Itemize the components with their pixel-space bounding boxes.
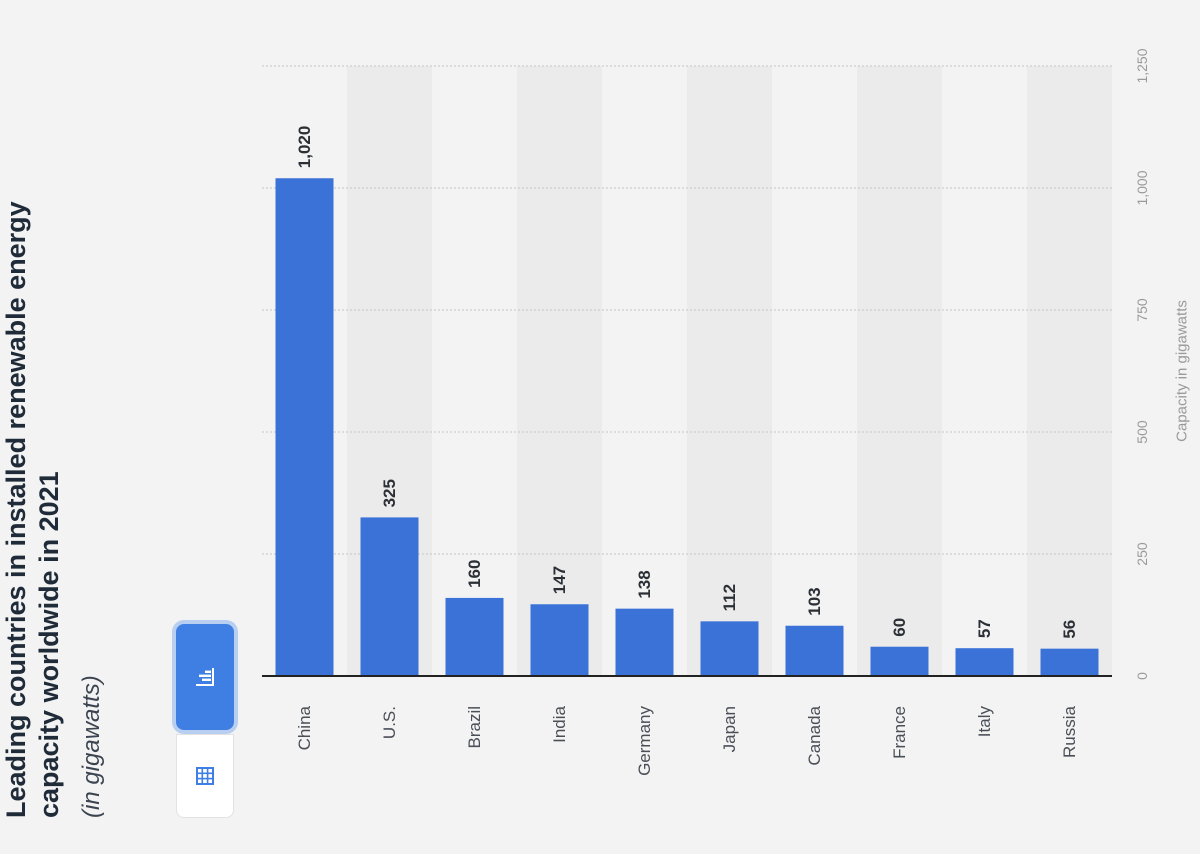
y-tick-label-4: 1,000 bbox=[1134, 170, 1150, 205]
table-grid-icon bbox=[196, 767, 214, 785]
value-label-0: 1,020 bbox=[295, 126, 314, 169]
chart-view-button[interactable] bbox=[176, 624, 234, 730]
y-tick-label-2: 500 bbox=[1134, 420, 1150, 444]
bar-germany bbox=[615, 608, 674, 676]
category-label-0: China bbox=[295, 705, 314, 750]
bar-brazil bbox=[445, 597, 504, 676]
value-label-1: 325 bbox=[380, 479, 399, 507]
bar-chart-icon bbox=[196, 668, 214, 686]
value-label-5: 112 bbox=[720, 584, 739, 611]
category-label-5: Japan bbox=[720, 706, 739, 752]
value-label-4: 138 bbox=[635, 570, 654, 598]
y-tick-label-3: 750 bbox=[1134, 298, 1150, 322]
y-axis-title: Capacity in gigawatts bbox=[1174, 300, 1191, 442]
bar-japan bbox=[700, 621, 759, 676]
bar-china bbox=[275, 178, 334, 677]
category-label-1: U.S. bbox=[380, 706, 399, 739]
category-label-2: Brazil bbox=[465, 706, 484, 749]
value-label-6: 103 bbox=[805, 587, 824, 615]
value-label-2: 160 bbox=[465, 560, 484, 588]
category-label-9: Russia bbox=[1060, 705, 1079, 758]
bar-france bbox=[870, 646, 929, 676]
band-3 bbox=[517, 66, 602, 676]
value-label-8: 57 bbox=[975, 619, 994, 638]
category-label-6: Canada bbox=[805, 705, 824, 765]
y-tick-label-5: 1,250 bbox=[1134, 48, 1150, 83]
bar-italy bbox=[955, 648, 1014, 676]
value-label-9: 56 bbox=[1060, 620, 1079, 639]
category-label-4: Germany bbox=[635, 706, 654, 776]
y-tick-label-0: 0 bbox=[1134, 672, 1150, 680]
bar-us bbox=[360, 517, 419, 676]
band-5 bbox=[687, 66, 772, 676]
bar-russia bbox=[1040, 648, 1099, 676]
value-label-3: 147 bbox=[550, 566, 569, 594]
y-tick-label-1: 250 bbox=[1134, 542, 1150, 566]
bar-canada bbox=[785, 625, 844, 676]
table-view-button[interactable] bbox=[176, 734, 234, 818]
category-label-7: France bbox=[890, 706, 909, 759]
category-label-3: India bbox=[550, 705, 569, 742]
band-9 bbox=[1027, 66, 1112, 676]
value-label-7: 60 bbox=[890, 618, 909, 637]
bar-india bbox=[530, 604, 589, 676]
category-label-8: Italy bbox=[975, 706, 994, 738]
band-7 bbox=[857, 66, 942, 676]
